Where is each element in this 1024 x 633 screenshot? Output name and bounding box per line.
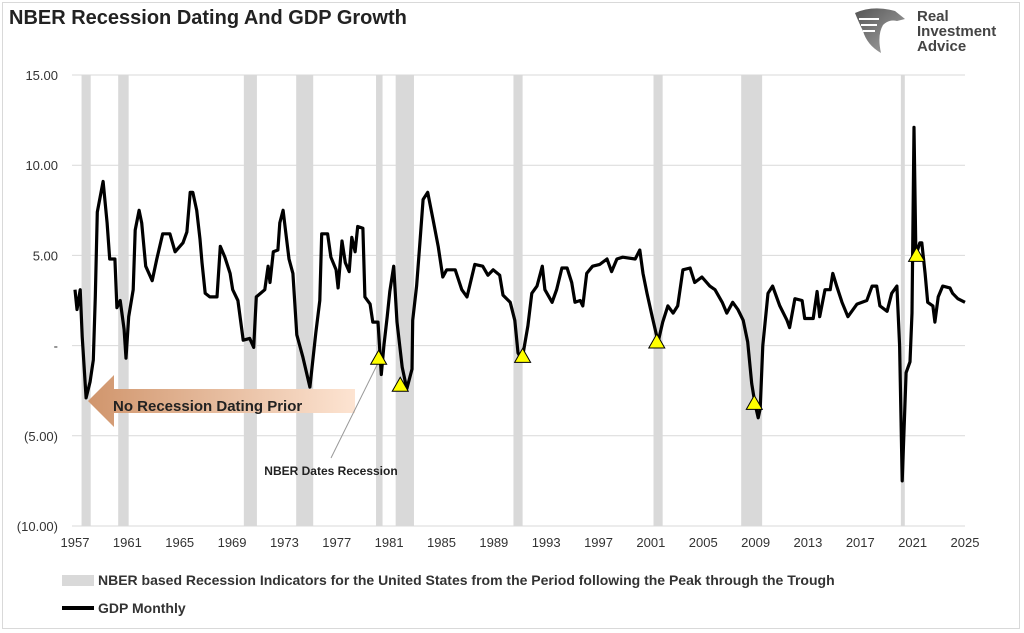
- recession-dating-marker: [391, 376, 410, 392]
- recession-dating-marker: [647, 332, 666, 349]
- legend-label: GDP Monthly: [98, 600, 186, 616]
- chart-title: NBER Recession Dating And GDP Growth: [9, 7, 407, 29]
- recession-band: [118, 75, 129, 526]
- logo-line: Real: [917, 8, 949, 25]
- x-tick-label: 1973: [270, 535, 299, 550]
- recession-dating-marker: [745, 394, 764, 410]
- logo-text: Real Investment Advice: [917, 9, 996, 54]
- gdp-line: [73, 125, 966, 483]
- callout-line: [330, 362, 379, 459]
- y-tick-label: -: [54, 339, 58, 354]
- arrow-label: No Recession Dating Prior: [113, 398, 302, 415]
- y-tick-label: (10.00): [17, 519, 58, 534]
- y-tick-label: (5.00): [24, 429, 58, 444]
- x-tick-label: 2025: [951, 535, 980, 550]
- x-tick-label: 1961: [113, 535, 142, 550]
- recession-band: [741, 75, 763, 526]
- logo: Real Investment Advice: [853, 5, 1013, 57]
- x-tick-label: 2013: [793, 535, 822, 550]
- x-tick-label: 2021: [898, 535, 927, 550]
- x-tick-label: 2005: [689, 535, 718, 550]
- legend-label: NBER based Recession Indicators for the …: [98, 572, 835, 588]
- x-tick-label: 1989: [479, 535, 508, 550]
- recession-band: [395, 75, 414, 526]
- recession-band: [243, 75, 257, 526]
- x-tick-label: 2009: [741, 535, 770, 550]
- x-tick-label: 1993: [532, 535, 561, 550]
- recession-dating-marker: [907, 246, 926, 262]
- logo-line: Advice: [917, 38, 967, 55]
- no-dating-arrow: [88, 375, 355, 427]
- legend-swatch-band: [62, 574, 94, 586]
- eagle-icon: [855, 8, 905, 53]
- x-tick-label: 1997: [584, 535, 613, 550]
- legend-item-gdp: GDP Monthly: [62, 600, 186, 616]
- recession-band: [900, 75, 905, 526]
- recession-band: [81, 75, 91, 526]
- recession-band: [513, 75, 523, 526]
- y-tick-label: 10.00: [25, 158, 58, 173]
- legend-swatch-line: [62, 606, 94, 610]
- x-tick-label: 1969: [218, 535, 247, 550]
- x-tick-label: 1977: [322, 535, 351, 550]
- callout-label: NBER Dates Recession: [264, 464, 397, 478]
- legend-item-recession: NBER based Recession Indicators for the …: [62, 572, 835, 588]
- x-tick-label: 1981: [375, 535, 404, 550]
- x-tick-label: 1957: [61, 535, 90, 550]
- y-tick-label: 15.00: [25, 68, 58, 83]
- x-tick-label: 2017: [846, 535, 875, 550]
- x-tick-label: 1985: [427, 535, 456, 550]
- x-tick-label: 1965: [165, 535, 194, 550]
- recession-band: [653, 75, 663, 526]
- logo-line: Investment: [917, 23, 997, 40]
- recession-band: [296, 75, 314, 526]
- y-tick-label: 5.00: [33, 248, 58, 263]
- recession-dating-marker: [369, 349, 388, 365]
- recession-band: [376, 75, 383, 526]
- x-tick-label: 2001: [636, 535, 665, 550]
- recession-dating-marker: [513, 347, 532, 363]
